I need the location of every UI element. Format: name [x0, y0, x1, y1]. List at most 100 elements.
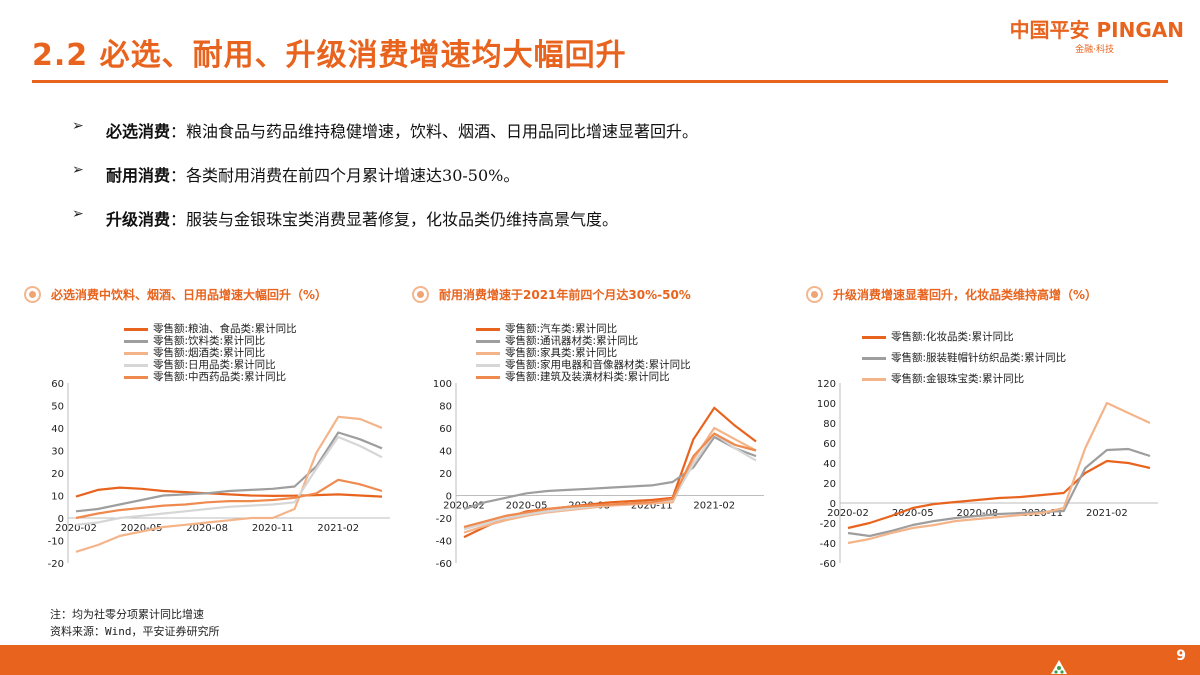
legend-item: 零售额:家具类:累计同比 [476, 347, 691, 359]
legend-item: 零售额:建筑及装潢材料类:累计同比 [476, 371, 691, 383]
y-tick-label: -60 [820, 559, 836, 570]
legend-item: 零售额:化妆品类:累计同比 [862, 327, 1066, 348]
footnote-note: 注：均为社零分项累计同比增速 [50, 608, 204, 621]
y-tick-label: -20 [48, 559, 64, 570]
triangle-dots-icon [1051, 660, 1067, 674]
legend-label: 零售额:金银珠宝类:累计同比 [891, 373, 1025, 385]
legend-item: 零售额:中西药品类:累计同比 [124, 371, 297, 383]
y-tick-label: 0 [58, 514, 64, 525]
legend-label: 零售额:汽车类:累计同比 [505, 323, 618, 335]
chart-durable-consumption: 耐用消费增速于2021年前四个月达30%-50% 零售额:汽车类:累计同比 零售… [412, 283, 782, 583]
y-tick-label: 20 [439, 469, 452, 480]
bullet-lead: 升级消费 [106, 210, 171, 229]
chart-header: 必选消费中饮料、烟酒、日用品增速大幅回升（%） [24, 283, 327, 305]
legend-item: 零售额:烟酒类:累计同比 [124, 347, 297, 359]
bullet-text: ：各类耐用消费在前四个月累计增速达30-50%。 [170, 166, 520, 185]
series-line-2 [75, 431, 383, 513]
legend-label: 零售额:服装鞋帽针纺织品类:累计同比 [891, 352, 1067, 364]
series-line-3 [847, 401, 1151, 545]
chart-plot: -60 -40 -20 0 20 40 60 80 100 120 2020-02 2020-05 20… [817, 379, 1158, 570]
y-tick-label: 0 [446, 492, 452, 503]
legend-item: 零售额:家用电器和音像器材类:累计同比 [476, 359, 691, 371]
y-tick-label: 60 [823, 439, 836, 450]
x-tick-label: 2020-05 [506, 501, 548, 512]
bullet-list: ➢ 必选消费 ：粮油食品与药品维持稳健增速，饮料、烟酒、日用品同比增速显著回升。… [72, 118, 972, 250]
chart-plot: -60 -40 -20 0 20 40 60 80 100 2020-02 2020-05 2020-… [433, 379, 764, 570]
page-number: 9 [1176, 648, 1186, 664]
x-tick-label: 2020-11 [252, 523, 294, 534]
chart-title: 耐用消费增速于2021年前四个月达30%-50% [439, 287, 691, 302]
x-tick-label: 2021-02 [317, 523, 359, 534]
chart-title: 必选消费中饮料、烟酒、日用品增速大幅回升（%） [51, 287, 328, 302]
legend-label: 零售额:饮料类:累计同比 [153, 335, 266, 347]
legend-item: 零售额:服装鞋帽针纺织品类:累计同比 [862, 348, 1066, 369]
series-line-2 [847, 447, 1151, 538]
chart-legend: 零售额:汽车类:累计同比 零售额:通讯器材类:累计同比 零售额:家具类:累计同比… [476, 323, 691, 383]
x-tick-label: 2020-08 [186, 523, 228, 534]
logo-tagline: 金融·科技 [1075, 45, 1114, 55]
bullet-item: ➢ 耐用消费 ：各类耐用消费在前四个月累计增速达30-50%。 [72, 162, 972, 206]
x-tick-label: 2020-02 [443, 501, 485, 512]
legend-label: 零售额:化妆品类:累计同比 [891, 331, 1014, 343]
arrow-bullet-icon: ➢ [72, 118, 84, 134]
legend-label: 零售额:粮油、食品类:累计同比 [153, 323, 297, 335]
series-line-2 [463, 435, 757, 511]
y-tick-label: 40 [51, 424, 64, 435]
y-tick-label: -40 [820, 539, 836, 550]
footer-bar [0, 645, 1200, 675]
series-line-1 [75, 486, 383, 498]
chart-legend: 零售额:粮油、食品类:累计同比 零售额:饮料类:累计同比 零售额:烟酒类:累计同… [124, 323, 297, 383]
y-tick-label: -40 [436, 537, 452, 548]
legend-label: 零售额:通讯器材类:累计同比 [505, 335, 639, 347]
y-tick-label: 60 [439, 424, 452, 435]
page-title: 2.2 必选、耐用、升级消费增速均大幅回升 [32, 38, 627, 73]
legend-label: 零售额:中西药品类:累计同比 [153, 371, 287, 383]
chart-legend: 零售额:化妆品类:累计同比 零售额:服装鞋帽针纺织品类:累计同比 零售额:金银珠… [862, 327, 1066, 390]
y-tick-label: 40 [439, 447, 452, 458]
y-tick-label: 100 [433, 379, 452, 390]
legend-item: 零售额:粮油、食品类:累计同比 [124, 323, 297, 335]
arrow-bullet-icon: ➢ [72, 162, 84, 178]
y-tick-label: 10 [51, 492, 64, 503]
y-tick-label: 20 [51, 469, 64, 480]
x-tick-label: 2021-02 [1086, 508, 1128, 519]
legend-item: 零售额:汽车类:累计同比 [476, 323, 691, 335]
series-line-3 [75, 415, 383, 553]
x-tick-label: 2020-05 [121, 523, 163, 534]
y-tick-label: 30 [51, 447, 64, 458]
footnote: 注：均为社零分项累计同比增速 资料来源：Wind，平安证券研究所 [50, 606, 220, 640]
x-tick-label: 2021-02 [693, 501, 735, 512]
legend-item: 零售额:金银珠宝类:累计同比 [862, 369, 1066, 390]
y-tick-label: 40 [823, 459, 836, 470]
bullet-item: ➢ 必选消费 ：粮油食品与药品维持稳健增速，饮料、烟酒、日用品同比增速显著回升。 [72, 118, 972, 162]
chart-plot: -20 -10 0 10 20 30 40 50 60 2020-02 2020-05 2020-08… [48, 379, 390, 570]
legend-label: 零售额:烟酒类:累计同比 [153, 347, 266, 359]
series-line-1 [847, 459, 1151, 530]
legend-item: 零售额:饮料类:累计同比 [124, 335, 297, 347]
y-tick-label: -60 [436, 559, 452, 570]
legend-label: 零售额:日用品类:累计同比 [153, 359, 276, 371]
bullet-lead: 耐用消费 [106, 166, 171, 185]
legend-label: 零售额:家用电器和音像器材类:累计同比 [505, 359, 691, 371]
y-tick-label: -10 [48, 537, 64, 548]
y-tick-label: 120 [817, 379, 836, 390]
brand-logo: 中国平安 PINGAN 金融·科技 [1004, 14, 1184, 58]
x-tick-label: 2020-02 [55, 523, 97, 534]
bullet-item: ➢ 升级消费 ：服装与金银珠宝类消费显著修复，化妆品类仍维持高景气度。 [72, 206, 972, 250]
y-tick-label: -20 [820, 519, 836, 530]
x-tick-label: 2020-08 [957, 508, 999, 519]
series-line-5 [463, 432, 757, 529]
bullet-text: ：服装与金银珠宝类消费显著修复，化妆品类仍维持高景气度。 [170, 210, 619, 229]
x-tick-label: 2020-05 [892, 508, 934, 519]
chart-upgrade-consumption: 升级消费增速显著回升，化妆品类维持高增（%） 零售额:化妆品类:累计同比 零售额… [806, 283, 1182, 583]
x-tick-label: 2020-11 [631, 501, 673, 512]
chart-essential-consumption: 必选消费中饮料、烟酒、日用品增速大幅回升（%） 零售额:粮油、食品类:累计同比 … [24, 283, 394, 583]
arrow-bullet-icon: ➢ [72, 206, 84, 222]
footnote-source: 资料来源：Wind，平安证券研究所 [50, 625, 220, 638]
y-tick-label: 100 [817, 399, 836, 410]
x-tick-label: 2020-02 [827, 508, 869, 519]
series-line-5 [75, 478, 383, 520]
chart-header: 升级消费增速显著回升，化妆品类维持高增（%） [806, 283, 1097, 305]
chart-header: 耐用消费增速于2021年前四个月达30%-50% [412, 283, 691, 305]
logo-wordmark: 中国平安 PINGAN [1009, 18, 1184, 42]
